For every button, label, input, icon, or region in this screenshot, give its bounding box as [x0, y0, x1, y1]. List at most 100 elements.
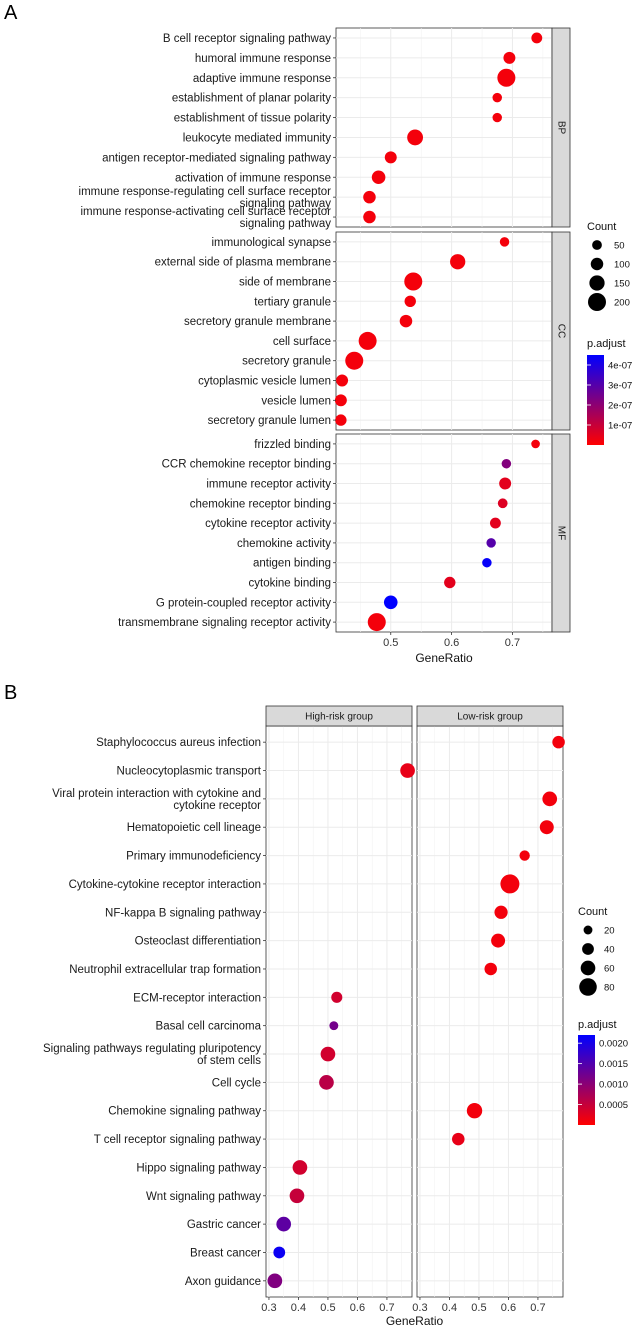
- dot-nf-kappa-b-signaling-pathway: [494, 905, 508, 919]
- dot-humoral-immune-response: [503, 51, 516, 64]
- dot-cytokine-receptor-activity: [489, 517, 501, 529]
- dot-nucleocytoplasmic-transport: [400, 763, 415, 778]
- term-label-establishment-of-planar-polarity: establishment of planar polarity: [172, 93, 331, 105]
- term-label-antigen-receptor-mediated-signaling-pathway: antigen receptor-mediated signaling path…: [102, 152, 331, 164]
- dot-transmembrane-signaling-receptor-activity: [367, 613, 386, 632]
- term-label-transmembrane-signaling-receptor-activity: transmembrane signaling receptor activit…: [118, 617, 331, 629]
- size-legend-dot: [580, 960, 596, 976]
- dot-b-cell-receptor-signaling-pathway: [531, 32, 543, 44]
- dot-cytokine-binding: [444, 576, 456, 589]
- size-legend-label: 80: [604, 983, 615, 994]
- x-axis-title: GeneRatio: [386, 1314, 444, 1328]
- color-legend-label: 3e-07: [608, 381, 632, 392]
- size-legend-dot: [582, 943, 594, 955]
- term-label-cell-surface: cell surface: [273, 336, 331, 348]
- term-label-cytoplasmic-vesicle-lumen: cytoplasmic vesicle lumen: [198, 376, 331, 388]
- x-tick-label: 0.3: [412, 1302, 427, 1314]
- term-label-neutrophil-extracellular-trap-formation: Neutrophil extracellular trap formation: [69, 964, 261, 976]
- facet-panel-bg: [265, 725, 413, 1298]
- facet-bp: B cell receptor signaling pathway humoral…: [79, 27, 571, 230]
- size-legend-label: 60: [604, 964, 615, 975]
- term-label-axon-guidance: Axon guidance: [185, 1276, 261, 1288]
- dot-vesicle-lumen: [334, 394, 347, 407]
- term-label-immunological-synapse: immunological synapse: [211, 237, 331, 249]
- panel-b-label: B: [4, 682, 17, 704]
- dot-staphylococcus-aureus-infection: [552, 735, 565, 749]
- facet-strip-label: CC: [555, 324, 566, 338]
- dot-secretory-granule: [345, 351, 364, 370]
- panel-a-label: A: [4, 2, 18, 24]
- dot-t-cell-receptor-signaling-pathway: [452, 1132, 465, 1146]
- size-legend-dot: [588, 293, 606, 311]
- facet-strip-label: Low-risk group: [457, 712, 523, 723]
- size-legend-dot: [592, 240, 602, 250]
- facet-panel-bg: [416, 725, 564, 1298]
- x-axis: 0.5 0.6 0.7 GeneRatio: [383, 632, 520, 665]
- dot-cytoplasmic-vesicle-lumen: [336, 374, 349, 387]
- dot-breast-cancer: [273, 1246, 286, 1259]
- dot-axon-guidance: [267, 1273, 283, 1289]
- dot-cell-cycle: [319, 1075, 334, 1090]
- dot-neutrophil-extracellular-trap-formation: [484, 962, 497, 976]
- dot-immune-response-activating-cell-surface-receptor-signaling-pathway: [363, 210, 376, 224]
- color-legend-title: p.adjust: [578, 1019, 617, 1031]
- legend-panel-a: Count 50 100 150 200 p.adjust 4e-07 3e-07 2e-07 1…: [587, 221, 632, 445]
- term-label-gastric-cancer: Gastric cancer: [187, 1219, 261, 1231]
- dot-hematopoietic-cell-lineage: [539, 820, 554, 835]
- term-label-cytokine-receptor-activity: cytokine receptor activity: [205, 518, 331, 530]
- term-label-immune-receptor-activity: immune receptor activity: [206, 479, 331, 491]
- dot-osteoclast-differentiation: [491, 933, 506, 948]
- dot-immunological-synapse: [499, 237, 510, 247]
- facet-panel-bg: [335, 231, 553, 431]
- size-legend-label: 40: [604, 945, 615, 956]
- term-label-establishment-of-tissue-polarity: establishment of tissue polarity: [174, 113, 331, 125]
- term-label-vesicle-lumen: vesicle lumen: [261, 395, 331, 407]
- dot-primary-immunodeficiency: [519, 850, 530, 861]
- term-label-g-protein-coupled-receptor-activity: G protein-coupled receptor activity: [156, 597, 331, 609]
- facet-strip-label: MF: [555, 526, 566, 540]
- term-label-tertiary-granule: tertiary granule: [254, 296, 331, 308]
- x-tick-label: 0.7: [505, 637, 520, 649]
- dot-hippo-signaling-pathway: [292, 1160, 308, 1175]
- dot-activation-of-immune-response: [371, 170, 386, 185]
- term-label-cytokine-cytokine-receptor-interaction: Cytokine-cytokine receptor interaction: [69, 879, 261, 891]
- size-legend-dot: [590, 257, 604, 271]
- term-label-hippo-signaling-pathway: Hippo signaling pathway: [136, 1162, 261, 1174]
- term-label-staphylococcus-aureus-infection: Staphylococcus aureus infection: [96, 737, 261, 749]
- facet-strip: [416, 705, 564, 727]
- term-label-nf-kappa-b-signaling-pathway: NF-kappa B signaling pathway: [105, 907, 261, 919]
- term-label-hematopoietic-cell-lineage: Hematopoietic cell lineage: [127, 822, 261, 834]
- color-legend-title: p.adjust: [587, 338, 626, 350]
- dot-signaling-pathways-regulating-pluripotency-of-stem-cells: [320, 1046, 336, 1062]
- size-legend-label: 150: [614, 279, 630, 290]
- color-legend-label: 4e-07: [608, 361, 632, 372]
- term-label-secretory-granule-membrane: secretory granule membrane: [184, 316, 331, 328]
- size-legend-title: Count: [587, 221, 616, 233]
- dot-antigen-receptor-mediated-signaling-pathway: [384, 151, 397, 164]
- x-tick-label: 0.7: [379, 1302, 394, 1314]
- term-label-humoral-immune-response: humoral immune response: [195, 53, 331, 65]
- term-label-primary-immunodeficiency: Primary immunodeficiency: [126, 851, 261, 863]
- dot-adaptive-immune-response: [497, 68, 516, 87]
- dot-leukocyte-mediated-immunity: [407, 129, 423, 146]
- dot-frizzled-binding: [531, 439, 540, 449]
- term-label-cytokine-binding: cytokine binding: [249, 578, 331, 590]
- facet-strip: [551, 27, 571, 228]
- dot-g-protein-coupled-receptor-activity: [383, 595, 398, 610]
- term-label-cell-cycle: Cell cycle: [212, 1077, 261, 1089]
- term-label-frizzled-binding: frizzled binding: [254, 439, 331, 451]
- color-legend-label: 0.0010: [599, 1080, 628, 1091]
- dot-immune-receptor-activity: [499, 477, 512, 490]
- facet-strip-label: High-risk group: [305, 712, 373, 723]
- dot-wnt-signaling-pathway: [289, 1188, 305, 1204]
- dot-chemokine-activity: [486, 538, 496, 548]
- facet-low-risk-group: Low-risk group 0.3 0.4 0.5 0.6 0.7: [412, 705, 565, 1314]
- facet-strip: [265, 705, 413, 727]
- dot-tertiary-granule: [404, 295, 416, 307]
- term-label-antigen-binding: antigen binding: [253, 558, 331, 570]
- term-label-leukocyte-mediated-immunity: leukocyte mediated immunity: [183, 132, 332, 144]
- color-legend-label: 0.0020: [599, 1039, 628, 1050]
- x-tick-label: 0.4: [442, 1302, 457, 1314]
- term-label-wnt-signaling-pathway: Wnt signaling pathway: [146, 1191, 261, 1203]
